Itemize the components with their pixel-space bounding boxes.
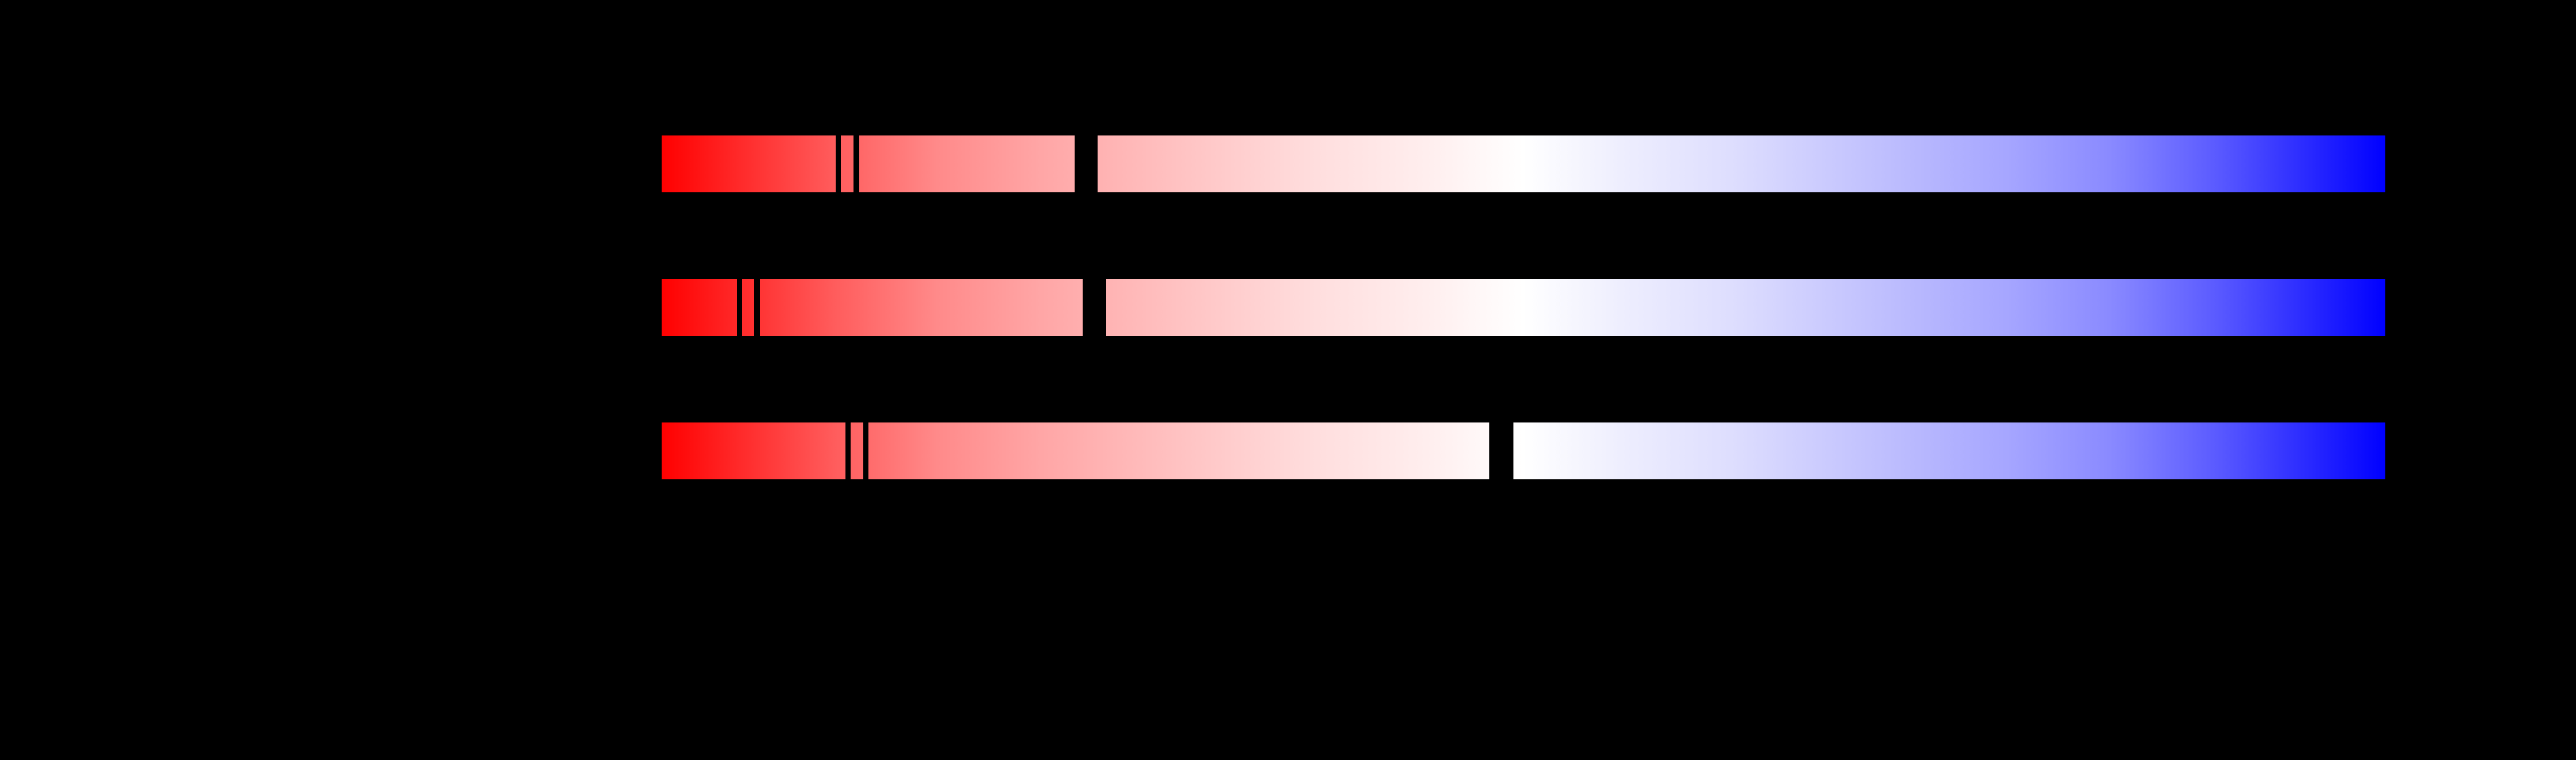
track-1-segment-divider: [1075, 135, 1098, 192]
track-2-segment-divider: [1083, 279, 1106, 336]
track-1-segment-divider: [836, 135, 841, 192]
track-3-segment-divider: [845, 422, 851, 479]
track-2-gradient-bar: [662, 279, 2385, 336]
track-1-segment-divider: [853, 135, 859, 192]
track-3-segment-divider: [1489, 422, 1513, 479]
track-2-segment-divider: [754, 279, 760, 336]
track-2-segment-divider: [737, 279, 742, 336]
track-3-segment-divider: [863, 422, 868, 479]
track-1-gradient-bar: [662, 135, 2385, 192]
track-3-gradient-bar: [662, 422, 2385, 479]
